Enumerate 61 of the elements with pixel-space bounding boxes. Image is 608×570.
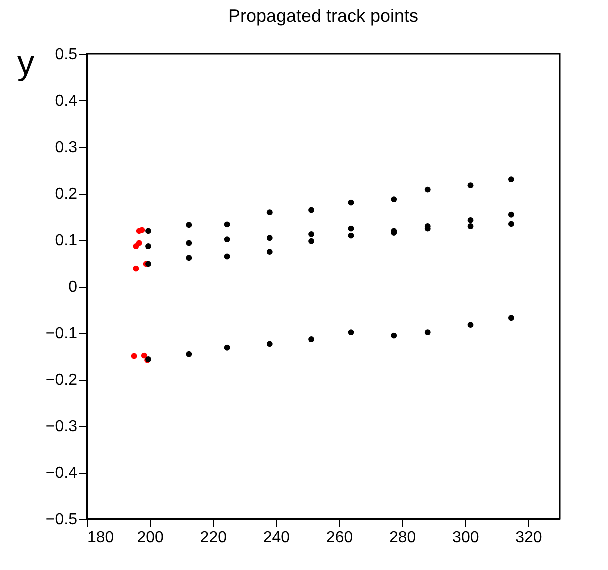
x-tick-label: 240 — [263, 530, 290, 546]
point — [224, 254, 230, 260]
point — [308, 231, 314, 238]
y-tick-label: 0.5 — [55, 46, 78, 64]
point — [424, 330, 431, 336]
point — [468, 218, 474, 224]
point — [133, 266, 140, 272]
point — [146, 228, 152, 234]
point — [508, 212, 514, 218]
point — [139, 227, 146, 234]
point — [391, 332, 398, 339]
point — [348, 200, 354, 206]
point — [468, 224, 474, 230]
y-tick-label: −0.2 — [46, 372, 78, 389]
y-tick-label: 0 — [68, 279, 78, 296]
x-tick-label: 180 — [88, 530, 114, 546]
point — [146, 261, 152, 268]
point — [308, 238, 314, 244]
point — [391, 196, 398, 202]
point — [186, 351, 192, 358]
point — [308, 336, 314, 342]
y-tick-label: −0.3 — [46, 418, 78, 436]
y-tick-label: 0.4 — [55, 93, 78, 110]
point — [508, 176, 514, 182]
point — [136, 240, 142, 246]
point — [508, 315, 514, 322]
y-tick-label: 0.1 — [55, 232, 78, 250]
point — [348, 330, 354, 336]
point — [224, 222, 230, 228]
point — [224, 344, 230, 351]
point — [348, 226, 354, 232]
x-tick-label: 260 — [326, 530, 354, 546]
point — [141, 352, 148, 359]
point — [266, 210, 273, 216]
point — [508, 221, 514, 228]
y-tick-label: −0.4 — [46, 465, 78, 482]
point — [146, 244, 152, 250]
point — [308, 207, 314, 214]
x-tick-label: 200 — [137, 530, 164, 546]
point — [424, 186, 431, 193]
y-tick-label: −0.5 — [46, 512, 78, 528]
x-tick-label: 300 — [452, 530, 480, 546]
y-tick-label: 0.3 — [55, 140, 78, 156]
point — [186, 222, 192, 228]
y-axis-title: y — [18, 44, 34, 82]
point — [468, 182, 474, 189]
point — [186, 255, 192, 262]
chart-title: Propagated track points — [228, 6, 419, 26]
x-tick-label: 320 — [516, 530, 542, 546]
point — [266, 235, 273, 242]
point — [266, 341, 273, 348]
point — [186, 240, 192, 246]
point — [468, 322, 474, 328]
y-tick-label: −0.1 — [46, 326, 78, 342]
x-tick-label: 220 — [200, 530, 228, 546]
point — [131, 353, 138, 360]
point — [224, 236, 230, 242]
x-tick-label: 280 — [389, 530, 416, 546]
y-tick-label: 0.2 — [55, 186, 78, 203]
point — [266, 249, 273, 256]
point — [348, 232, 354, 239]
